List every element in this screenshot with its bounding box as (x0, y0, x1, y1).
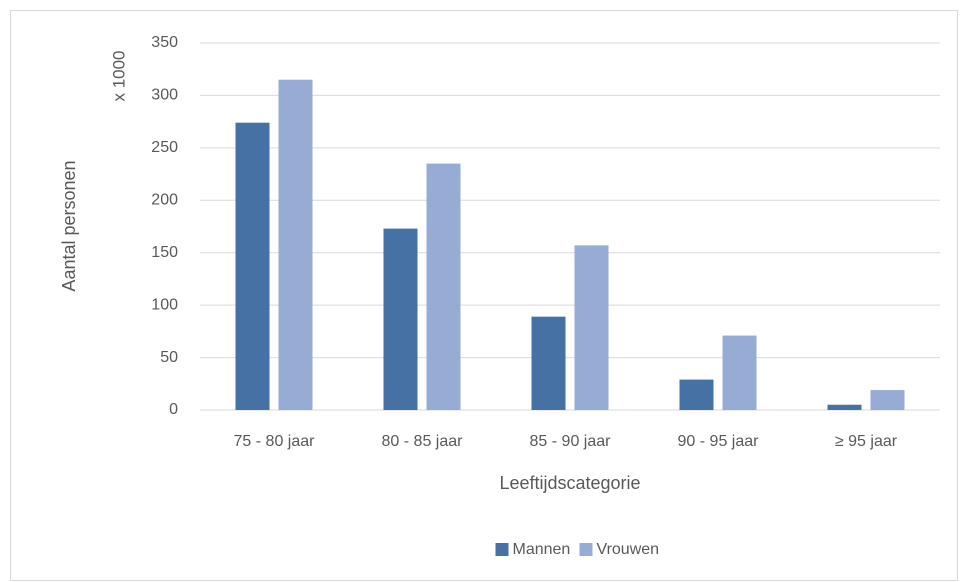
bar (278, 79, 313, 410)
y-tick-label: 100 (151, 296, 178, 313)
bar (383, 228, 418, 410)
y-tick-label: 300 (151, 87, 178, 104)
x-tick-label: 75 - 80 jaar (234, 433, 316, 450)
y-tick-label: 200 (151, 192, 178, 209)
y-tick-label: 350 (151, 34, 178, 51)
x-tick-label: 90 - 95 jaar (678, 433, 760, 450)
bar (531, 316, 566, 410)
bar (679, 379, 714, 410)
y-unit-label: x 1000 (109, 50, 128, 101)
x-tick-label: 85 - 90 jaar (530, 433, 612, 450)
bar (827, 404, 862, 410)
y-tick-label: 250 (151, 139, 178, 156)
x-tick-label: 80 - 85 jaar (382, 433, 464, 450)
x-axis-title: Leeftijdscategorie (499, 473, 640, 493)
legend-swatch (579, 543, 593, 556)
y-tick-label: 0 (169, 401, 178, 418)
y-axis-title: Aantal personen (59, 160, 79, 291)
legend-label: Mannen (513, 541, 571, 558)
y-tick-label: 50 (160, 349, 178, 366)
legend-swatch (495, 543, 509, 556)
bar (574, 245, 609, 410)
chart-border (10, 10, 958, 581)
y-tick-label: 150 (151, 244, 178, 261)
bar (722, 335, 757, 410)
bar (426, 163, 461, 410)
legend-label: Vrouwen (597, 541, 660, 558)
bar (235, 122, 270, 410)
bar (870, 390, 905, 410)
x-tick-label: ≥ 95 jaar (835, 433, 898, 450)
